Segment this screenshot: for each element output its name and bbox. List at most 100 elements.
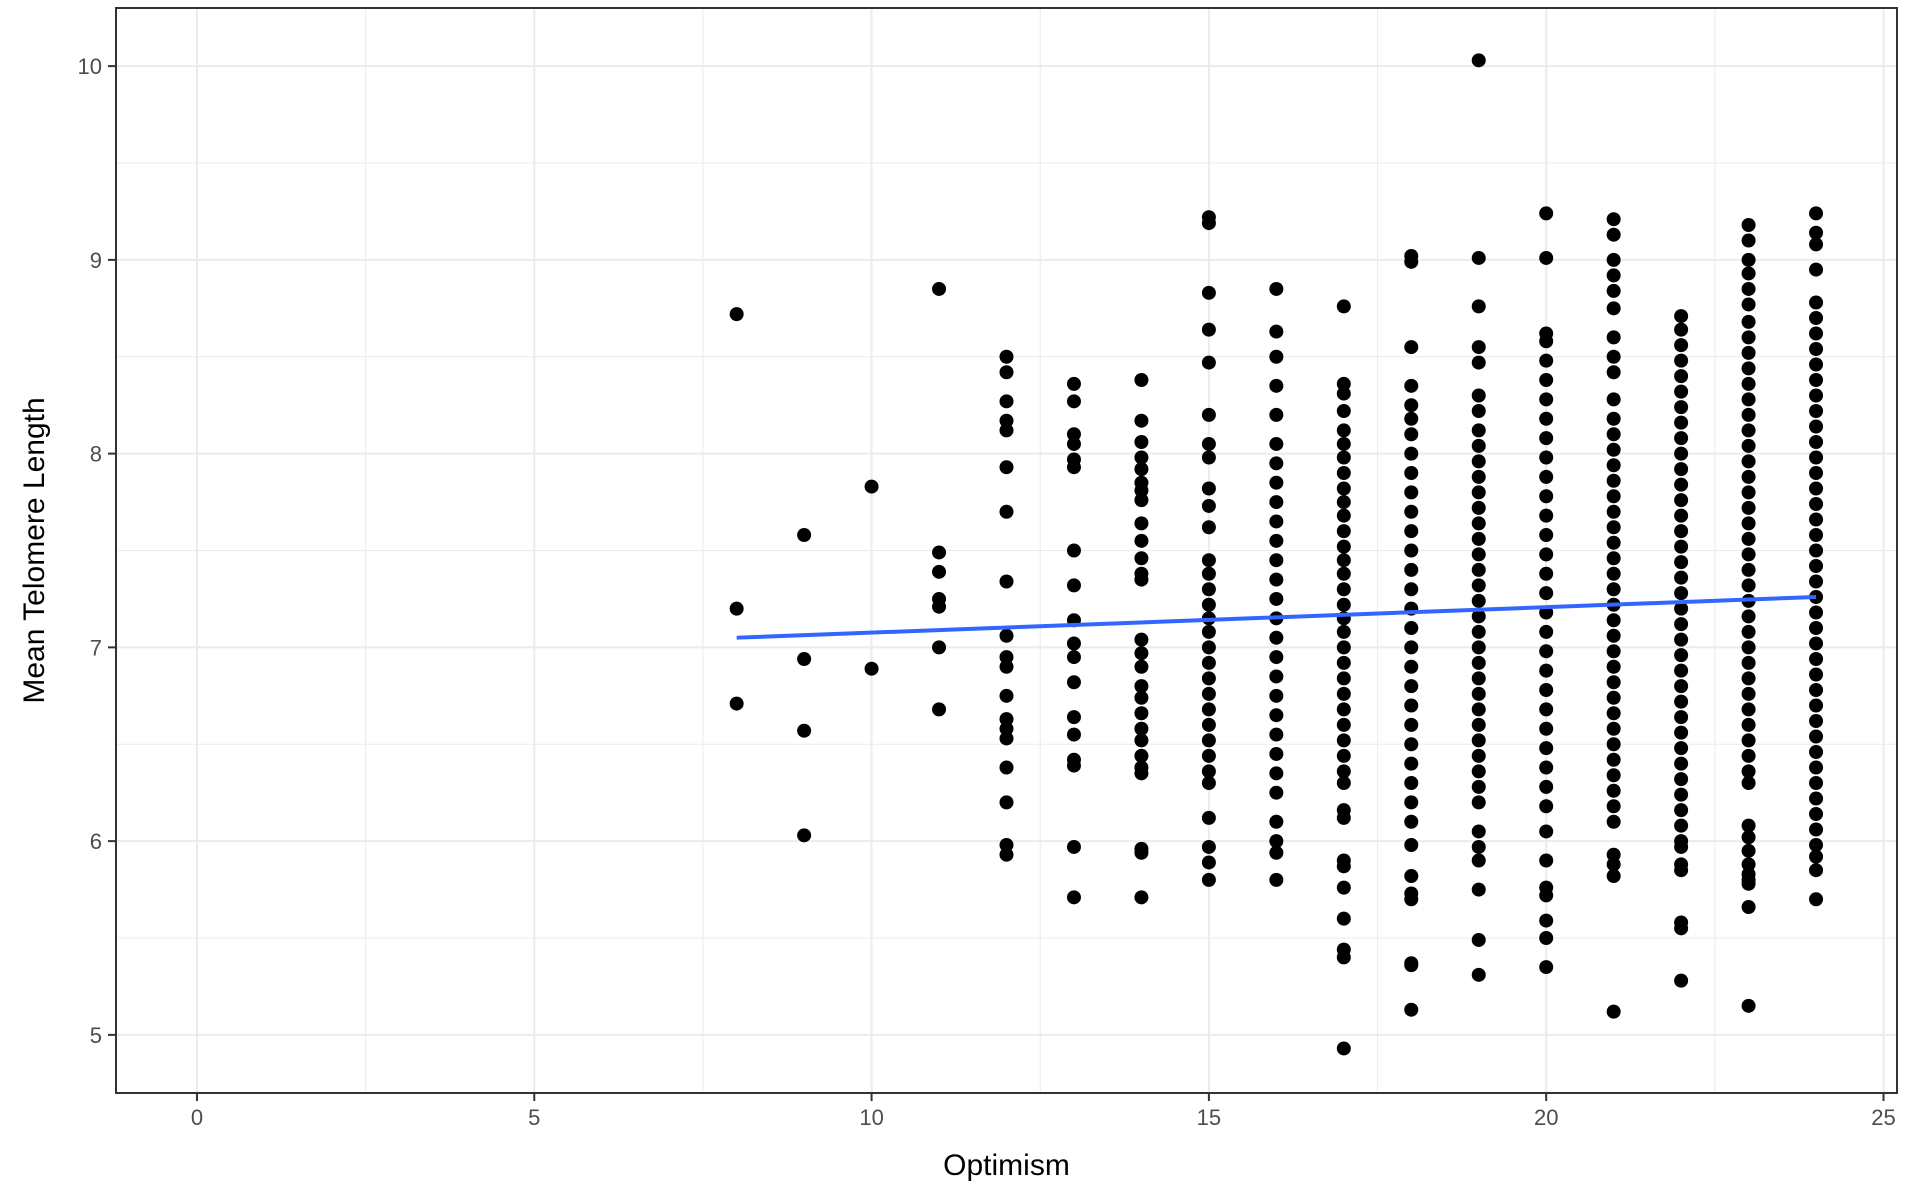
data-point [1066, 636, 1081, 651]
data-point [1809, 698, 1824, 713]
data-point [932, 599, 947, 614]
data-point [797, 528, 812, 542]
data-point [1674, 400, 1689, 415]
data-point [1741, 266, 1756, 281]
data-point [1606, 799, 1621, 814]
data-point [1674, 632, 1689, 647]
data-point [1809, 636, 1824, 651]
data-point [1269, 553, 1284, 568]
data-point [1201, 216, 1216, 231]
data-point [1336, 748, 1351, 763]
data-point [1269, 572, 1284, 587]
data-point [1606, 227, 1621, 242]
data-point [1809, 543, 1824, 558]
data-point [1606, 690, 1621, 705]
data-point [1134, 450, 1149, 465]
data-point [1539, 489, 1554, 504]
data-point [1201, 355, 1216, 370]
data-point [1336, 776, 1351, 790]
data-point [1066, 890, 1081, 905]
data-point [1809, 791, 1824, 806]
data-point [1606, 613, 1621, 628]
data-point [1741, 392, 1756, 407]
data-point [1066, 839, 1081, 854]
data-point [1134, 646, 1149, 661]
data-point [1269, 514, 1284, 529]
data-point [1606, 857, 1621, 872]
data-point [999, 504, 1014, 519]
data-point [1404, 698, 1419, 713]
data-point [1539, 624, 1554, 639]
data-point [1336, 671, 1351, 686]
data-point [1201, 686, 1216, 701]
data-point [999, 628, 1014, 643]
data-point [1066, 727, 1081, 742]
data-point [1471, 500, 1486, 515]
major-gridlines [116, 8, 1897, 1093]
data-point [1674, 710, 1689, 725]
x-axis-ticks: 0 5 10 15 20 25 [191, 1093, 1896, 1130]
data-point [999, 721, 1014, 736]
data-point [1539, 411, 1554, 426]
data-point [1606, 489, 1621, 504]
data-point [1471, 882, 1486, 897]
data-point [1134, 690, 1149, 705]
data-point [1336, 624, 1351, 639]
data-point [1134, 493, 1149, 508]
data-point [1606, 566, 1621, 581]
data-point [1471, 593, 1486, 608]
data-point [1741, 900, 1756, 914]
data-point [1606, 330, 1621, 345]
data-point [1539, 392, 1554, 407]
data-point [1471, 779, 1486, 794]
data-point [1741, 702, 1756, 717]
data-point [1404, 621, 1419, 635]
data-point [1539, 824, 1554, 839]
data-point [999, 413, 1014, 428]
data-point [1674, 462, 1689, 477]
data-point [1336, 436, 1351, 451]
data-point [1741, 818, 1756, 833]
data-point [1336, 495, 1351, 510]
data-point [1336, 539, 1351, 554]
data-point [1404, 640, 1419, 655]
data-point [1066, 578, 1081, 593]
data-point [1809, 822, 1824, 837]
trend-line [736, 595, 1817, 640]
data-point [1809, 295, 1824, 310]
data-point [1606, 520, 1621, 535]
data-point [999, 394, 1014, 409]
data-point [1066, 710, 1081, 725]
data-point [1809, 388, 1824, 403]
data-point [1606, 869, 1621, 883]
data-point [1539, 206, 1554, 221]
data-point [1809, 373, 1824, 387]
data-point [1539, 644, 1554, 659]
data-point [1741, 423, 1756, 438]
data-point [1539, 960, 1554, 975]
data-point [1201, 407, 1216, 422]
data-point [1066, 427, 1081, 442]
data-point [1201, 776, 1216, 790]
data-point [1134, 483, 1149, 498]
data-point [1471, 967, 1486, 982]
data-point [1539, 508, 1554, 523]
data-point [1471, 609, 1486, 624]
x-tick-label: 20 [1534, 1105, 1558, 1130]
data-point [1269, 785, 1284, 800]
data-point [1269, 281, 1284, 296]
data-point [1741, 407, 1756, 422]
data-point [1741, 376, 1756, 391]
data-point [1471, 404, 1486, 418]
data-point [1674, 369, 1689, 384]
x-tick-label: 0 [191, 1105, 203, 1130]
data-point [999, 365, 1014, 380]
data-point [1539, 888, 1554, 903]
x-axis-title: Optimism [943, 1149, 1070, 1182]
data-point [1201, 855, 1216, 870]
data-point [1404, 659, 1419, 674]
data-point [999, 847, 1014, 862]
data-point [1809, 512, 1824, 527]
data-point [1741, 998, 1756, 1013]
data-point [1269, 630, 1284, 645]
